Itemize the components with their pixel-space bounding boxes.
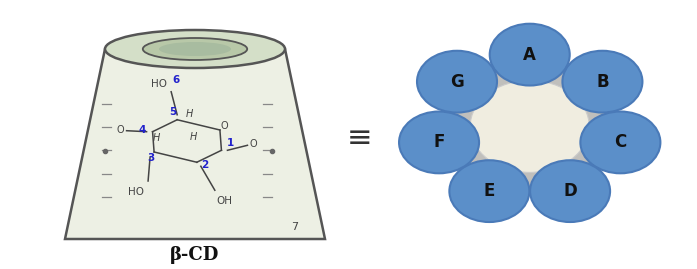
Text: 6: 6	[173, 75, 180, 85]
Text: OH: OH	[217, 196, 233, 206]
Text: H: H	[185, 109, 193, 119]
Text: F: F	[434, 133, 445, 151]
Text: 4: 4	[139, 125, 146, 135]
Text: H: H	[153, 133, 160, 143]
Text: O: O	[250, 139, 257, 149]
Text: 1: 1	[227, 138, 234, 148]
Ellipse shape	[417, 51, 497, 112]
Text: 5: 5	[169, 107, 177, 117]
Text: O: O	[117, 125, 124, 135]
Ellipse shape	[399, 112, 479, 173]
Text: B: B	[596, 73, 608, 91]
Ellipse shape	[530, 160, 610, 222]
Ellipse shape	[562, 51, 643, 112]
Text: D: D	[563, 182, 577, 200]
Ellipse shape	[490, 24, 569, 86]
Polygon shape	[439, 55, 620, 191]
Ellipse shape	[159, 42, 231, 56]
Polygon shape	[65, 49, 325, 239]
Text: ≡: ≡	[347, 125, 373, 154]
Text: 3: 3	[148, 153, 155, 163]
Text: H: H	[190, 132, 197, 142]
Text: E: E	[484, 182, 495, 200]
Ellipse shape	[105, 30, 285, 68]
Ellipse shape	[143, 38, 247, 60]
Text: G: G	[450, 73, 464, 91]
Ellipse shape	[450, 160, 530, 222]
Text: β-CD: β-CD	[170, 246, 220, 264]
Text: HO: HO	[128, 187, 144, 197]
Text: 2: 2	[201, 160, 208, 170]
Text: 7: 7	[291, 222, 298, 232]
Text: C: C	[614, 133, 627, 151]
Text: O: O	[220, 121, 228, 131]
Text: A: A	[523, 46, 536, 63]
Ellipse shape	[470, 80, 589, 172]
Text: HO: HO	[151, 79, 167, 89]
Ellipse shape	[581, 112, 660, 173]
